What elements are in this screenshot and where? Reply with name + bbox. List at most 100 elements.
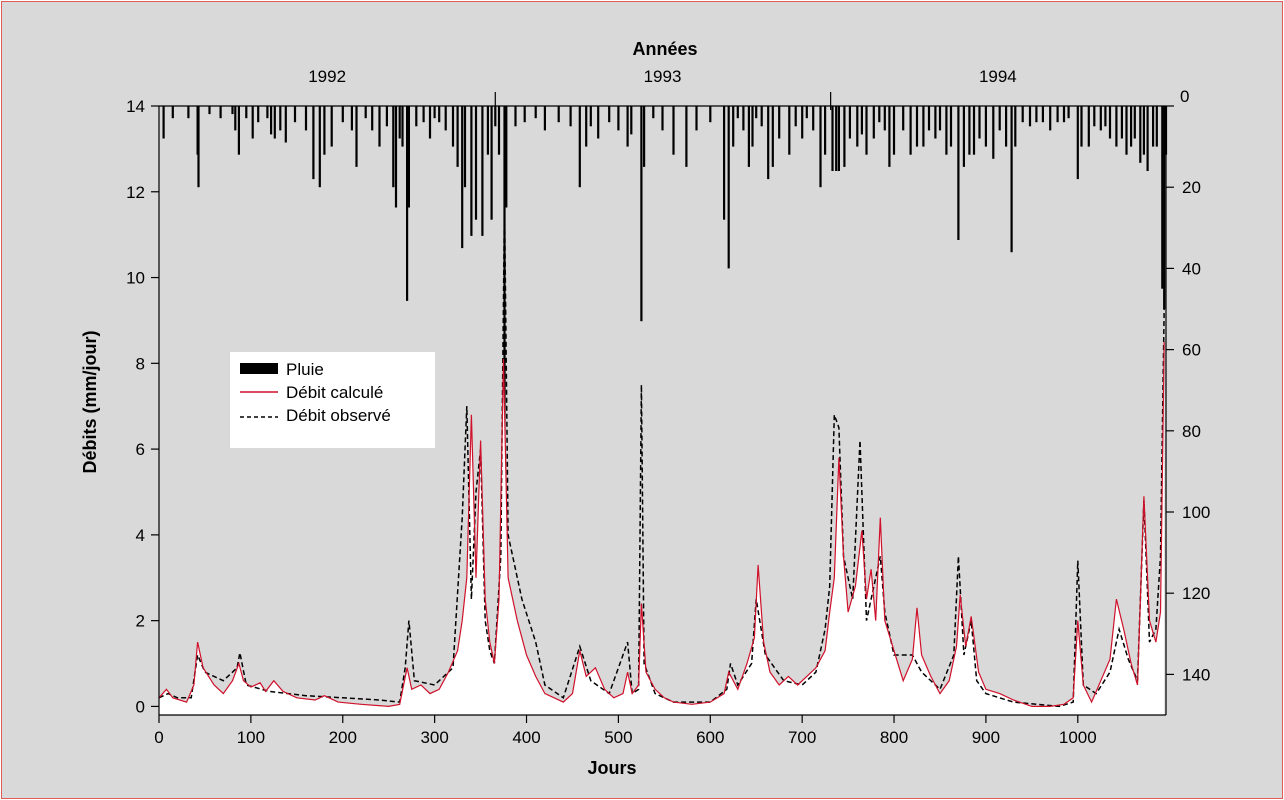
y-axis-ticks: 0 2 4 6 8 10 12 14	[126, 97, 159, 716]
rain-bar-24	[341, 106, 344, 123]
rain-bar-39	[428, 106, 432, 139]
rain-bar-150	[1139, 106, 1142, 163]
rain-bar-56	[514, 106, 517, 127]
rain-bar-47	[470, 106, 473, 236]
rain-bar-14	[270, 106, 273, 135]
rain-bar-113	[922, 106, 925, 147]
rain-bar-156	[1163, 106, 1166, 309]
rain-bar-68	[626, 106, 629, 147]
rain-bar-145	[1115, 106, 1118, 147]
x-tick-label: 1000	[1059, 728, 1097, 747]
rain-bar-91	[794, 106, 797, 127]
rain-bar-139	[1080, 106, 1083, 147]
rain-bar-67	[617, 106, 620, 131]
rain-bar-8	[234, 106, 237, 131]
rain-bar-21	[318, 106, 321, 188]
legend-swatch-rain	[240, 363, 278, 374]
rain-bar-99	[837, 106, 840, 171]
y-tick-label: 14	[126, 97, 145, 116]
rain-bar-92	[801, 106, 804, 139]
rain-bar-104	[865, 106, 868, 155]
legend-label-rain: Pluie	[286, 360, 324, 379]
year-label: 1994	[979, 67, 1017, 86]
rain-bar-65	[597, 106, 600, 139]
rain-bar-10	[245, 106, 248, 119]
rain-axis-ticks: 0 20 40 60 80 100 120 140	[1166, 87, 1210, 684]
rain-bar-28	[371, 106, 374, 131]
rain-bar-15	[273, 106, 276, 139]
rain-bar-148	[1130, 106, 1133, 147]
rain-bar-12	[257, 106, 260, 123]
rain-bar-93	[805, 106, 808, 119]
rain-bar-71	[643, 106, 646, 167]
y-tick-label: 2	[136, 612, 145, 631]
rain-bar-0	[162, 106, 165, 139]
rain-bar-20	[312, 106, 315, 180]
rain-bar-125	[992, 106, 995, 159]
rain-bar-25	[350, 106, 353, 131]
rain-bar-73	[661, 106, 664, 131]
rain-bar-129	[1014, 106, 1017, 147]
rain-bar-106	[878, 106, 881, 123]
rain-bar-30	[385, 106, 388, 127]
rain-bar-110	[902, 106, 905, 131]
observed-flow-line	[158, 200, 1165, 708]
rain-bar-143	[1104, 106, 1107, 127]
rain-bar-87	[767, 106, 770, 180]
y-tick-label: 12	[126, 183, 145, 202]
rain-bar-100	[843, 106, 846, 167]
rain-bar-49	[481, 106, 484, 236]
rain-bar-96	[824, 106, 827, 155]
rain-tick-label: 140	[1182, 665, 1210, 684]
y-tick-label: 0	[136, 697, 145, 716]
rain-bar-44	[456, 106, 459, 167]
rain-bar-116	[938, 106, 942, 131]
rain-bar-51	[490, 106, 493, 220]
rain-bar-9	[237, 106, 240, 155]
rain-bar-81	[736, 106, 739, 119]
rain-bar-107	[883, 106, 886, 131]
rain-bar-62	[578, 106, 581, 188]
y-tick-label: 10	[126, 269, 145, 288]
computed-flow-line	[158, 341, 1165, 708]
rain-bar-75	[685, 106, 688, 167]
rain-bar-55	[505, 106, 508, 208]
rain-bar-35	[406, 106, 409, 301]
rain-bar-54	[503, 106, 506, 431]
rain-bar-86	[760, 106, 763, 127]
rain-bar-43	[451, 106, 455, 147]
rain-bar-115	[934, 106, 937, 139]
rain-bar-59	[543, 106, 546, 131]
rain-bar-50	[486, 106, 489, 155]
rain-bar-101	[848, 106, 851, 139]
rain-bar-84	[751, 106, 754, 147]
rain-bar-152	[1146, 106, 1149, 171]
rain-bar-66	[608, 106, 611, 123]
rain-bar-94	[812, 106, 815, 131]
rain-bar-37	[415, 106, 418, 127]
x-tick-label: 500	[604, 728, 632, 747]
rain-bar-142	[1099, 106, 1102, 131]
rain-bar-42	[444, 106, 447, 131]
x-axis-label: Jours	[587, 758, 636, 778]
rain-bar-38	[422, 106, 425, 123]
legend: Pluie Débit calculé Débit observé	[230, 352, 435, 448]
rain-bar-134	[1049, 106, 1052, 131]
rain-bar-108	[888, 106, 891, 167]
rain-bar-105	[872, 106, 875, 139]
rain-bar-103	[860, 106, 863, 135]
legend-label-computed: Débit calculé	[286, 383, 383, 402]
rain-bar-128	[1010, 106, 1013, 253]
x-tick-label: 400	[512, 728, 540, 747]
rain-bar-79	[727, 106, 730, 269]
rain-bar-34	[401, 106, 404, 147]
rain-bar-98	[835, 106, 838, 171]
y-tick-label: 8	[136, 354, 145, 373]
rain-tick-label: 40	[1182, 259, 1201, 278]
rain-bar-135	[1056, 106, 1059, 123]
rain-bar-60	[557, 106, 560, 123]
rain-bar-2	[187, 106, 190, 119]
rain-bar-137	[1067, 106, 1070, 119]
